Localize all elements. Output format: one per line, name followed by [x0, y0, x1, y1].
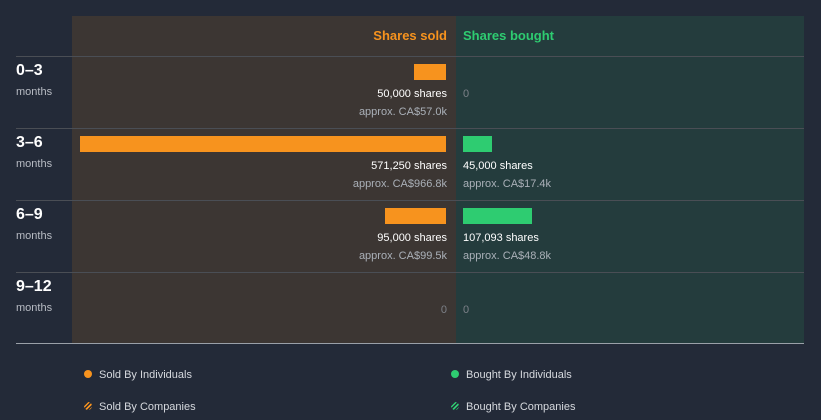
- period-label: 9–12: [16, 278, 52, 295]
- legend-hatched-dot-icon: [451, 402, 459, 411]
- period-label: 6–9: [16, 206, 43, 223]
- legend-label: Bought By Companies: [466, 401, 576, 413]
- header-shares-sold: Shares sold: [373, 28, 447, 43]
- period-unit: months: [16, 158, 53, 170]
- sold-shares-label: 571,250 shares: [371, 160, 447, 172]
- bought-value-label: approx. CA$17.4k: [463, 178, 552, 190]
- sold-value-label: approx. CA$57.0k: [358, 106, 447, 118]
- baseline-axis: [16, 343, 804, 344]
- sold-bar: [80, 136, 446, 152]
- legend-sold-individuals[interactable]: Sold By Individuals: [84, 369, 192, 381]
- row-divider: [16, 56, 804, 57]
- sold-bar: [413, 64, 446, 80]
- sold-zero-label: 0: [440, 304, 447, 316]
- bought-panel: [456, 16, 804, 343]
- legend-bought-individuals[interactable]: Bought By Individuals: [451, 369, 572, 381]
- period-label: 3–6: [16, 134, 43, 151]
- row-divider: [16, 200, 804, 201]
- legend-label: Bought By Individuals: [466, 369, 572, 381]
- legend-dot-icon: [84, 370, 92, 379]
- sold-shares-label: 50,000 shares: [377, 88, 447, 100]
- row-divider: [16, 272, 804, 273]
- period-label: 0–3: [16, 62, 43, 79]
- bought-zero-label: 0: [463, 88, 470, 100]
- header-shares-bought: Shares bought: [463, 28, 555, 43]
- sold-panel: [72, 16, 456, 343]
- legend-label: Sold By Companies: [99, 401, 196, 413]
- legend-bought-companies[interactable]: Bought By Companies: [451, 401, 575, 413]
- legend-sold-companies[interactable]: Sold By Companies: [84, 401, 196, 413]
- legend-hatched-dot-icon: [84, 402, 92, 411]
- period-unit: months: [16, 86, 53, 98]
- legend-label: Sold By Individuals: [99, 369, 192, 381]
- bought-bar: [463, 136, 492, 152]
- bought-shares-label: 107,093 shares: [463, 232, 539, 244]
- legend-dot-icon: [451, 370, 459, 379]
- sold-bar: [385, 208, 446, 224]
- sold-value-label: approx. CA$99.5k: [358, 250, 447, 262]
- bought-value-label: approx. CA$48.8k: [463, 250, 552, 262]
- sold-value-label: approx. CA$966.8k: [352, 178, 447, 190]
- row-divider: [16, 128, 804, 129]
- period-unit: months: [16, 230, 53, 242]
- bought-shares-label: 45,000 shares: [463, 160, 533, 172]
- bought-zero-label: 0: [463, 304, 470, 316]
- period-unit: months: [16, 302, 53, 314]
- sold-shares-label: 95,000 shares: [377, 232, 447, 244]
- bought-bar: [463, 208, 532, 224]
